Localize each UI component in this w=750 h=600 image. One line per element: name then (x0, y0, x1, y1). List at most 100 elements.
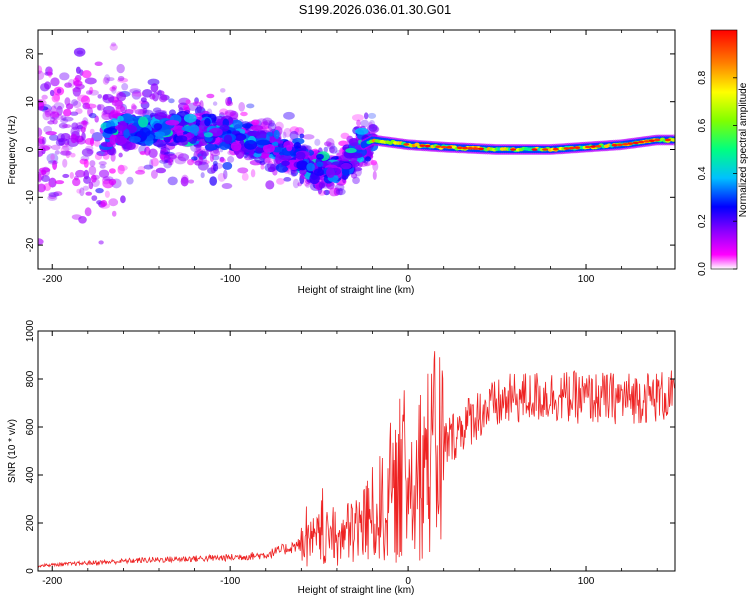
spectrogram-cell (38, 70, 45, 81)
spectrogram-cell (289, 130, 299, 141)
spectrogram-cell (53, 191, 63, 197)
spectrogram-cell (117, 75, 125, 82)
spectrogram-cell (59, 72, 70, 81)
spectrogram-cell (131, 89, 142, 100)
spectrogram-cell (102, 94, 109, 101)
spectrogram-cell (323, 146, 328, 153)
spectrogram-cell (95, 187, 104, 194)
spectrogram-cell (238, 102, 246, 112)
spectrogram-cell (49, 89, 55, 97)
spectrogram-cell (274, 121, 284, 131)
spectrogram-cell (440, 145, 447, 149)
spectrogram-cell (643, 140, 650, 143)
spectrogram-cell (316, 153, 324, 160)
spectrogram-cell (183, 113, 197, 123)
snr-y-tick-label: 800 (25, 370, 36, 387)
spectrogram-cell (135, 169, 146, 175)
spectrogram-cell (367, 112, 377, 119)
spectrogram-cell (41, 166, 50, 177)
spectrogram-x-tick-label: -100 (220, 274, 240, 285)
spectrogram-cell (101, 176, 111, 185)
spectrogram-cell (616, 143, 623, 147)
colorbar-tick-label: 0.6 (697, 118, 708, 132)
spectrogram-cell (194, 145, 206, 154)
spectrogram-cell (47, 68, 53, 78)
colorbar-title: Normalized spectral amplitude (738, 82, 749, 217)
spectrogram-cell (109, 86, 116, 92)
spectrogram-cell (568, 146, 575, 150)
spectrogram-y-tick-label: 20 (25, 48, 36, 60)
spectrogram-cell (168, 98, 175, 104)
spectrogram-cell (262, 117, 273, 126)
spectrogram-cell (209, 149, 221, 157)
spectrogram-cell (219, 158, 226, 164)
spectrogram-cell (317, 190, 326, 196)
spectrogram-cell (156, 90, 165, 96)
spectrogram-cell (72, 177, 81, 187)
spectrogram-cell (219, 108, 229, 115)
spectrogram-cell (38, 138, 45, 147)
spectrogram-cell (38, 102, 44, 111)
snr-x-tick-label: 0 (405, 576, 411, 587)
spectrogram-cell (41, 175, 50, 182)
spectrogram-cell (38, 150, 44, 157)
spectrogram-cell (167, 158, 173, 166)
spectrogram-cell (102, 152, 110, 160)
spectrogram-cell (329, 145, 338, 154)
spectrogram-cell (306, 162, 315, 172)
spectrogram-cell (194, 160, 203, 166)
spectrogram-cell (165, 119, 180, 126)
snr-y-tick-label: 400 (25, 466, 36, 483)
spectrogram-cell (150, 157, 159, 167)
spectrogram-cell (140, 100, 150, 110)
spectrogram-cell (552, 147, 559, 151)
spectrogram-cell (50, 77, 60, 87)
spectrogram-cell (472, 147, 479, 150)
spectrogram-cell (267, 166, 276, 173)
spectrogram-cell (110, 153, 116, 162)
spectrogram-cell (62, 124, 72, 129)
spectrogram-cell (58, 122, 68, 129)
spectrogram-cell (368, 119, 376, 129)
spectrogram-cell (462, 146, 469, 150)
spectrogram-cell (153, 123, 163, 131)
spectrogram-cell (51, 144, 61, 151)
spectrogram-cell (84, 137, 95, 145)
colorbar-gradient (711, 30, 737, 269)
colorbar-frame (710, 29, 738, 270)
spectrogram-cell (54, 150, 60, 155)
spectrogram-cell (52, 160, 58, 170)
spectrogram-cell (42, 110, 51, 121)
spectrogram-cell (79, 158, 88, 165)
spectrogram-cell (49, 111, 60, 120)
spectrogram-cell (249, 159, 262, 166)
spectrogram-cell (531, 148, 538, 151)
spectrogram-cell (340, 132, 350, 140)
spectrogram-cell (654, 138, 661, 142)
spectrogram-cell (217, 172, 226, 182)
spectrogram-y-tick-label: 0 (25, 146, 36, 152)
spectrogram-cell (69, 111, 79, 116)
spectrogram-cell (250, 169, 256, 178)
spectrogram-cell (62, 173, 70, 179)
spectrogram-cell (303, 178, 310, 187)
spectrogram-cell (93, 140, 101, 147)
spectrogram-cell (132, 91, 144, 97)
spectrogram-cell (355, 127, 369, 135)
spectrogram-cell (73, 80, 83, 87)
spectrogram-cell (118, 152, 123, 158)
spectrogram-cell (150, 169, 158, 179)
spectrogram-cell (38, 183, 46, 193)
snr-y-tick-label: 200 (25, 514, 36, 531)
spectrogram-cell (48, 191, 60, 198)
spectrogram-cell (139, 127, 151, 138)
spectrogram-cell (209, 176, 218, 186)
spectrogram-cell (40, 169, 47, 175)
spectrogram-cell (403, 143, 410, 146)
spectrogram-cell (185, 99, 191, 105)
spectrogram-cell (348, 138, 359, 147)
spectrogram-cell (259, 160, 266, 166)
spectrogram-cell (366, 124, 379, 134)
spectrogram-cell (338, 188, 343, 196)
